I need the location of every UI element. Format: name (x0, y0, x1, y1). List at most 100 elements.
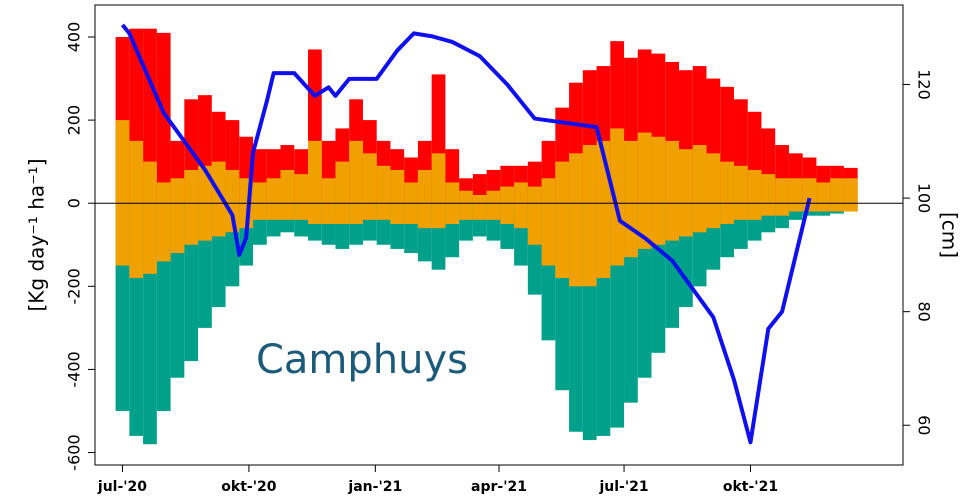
bar (679, 203, 693, 237)
y2-tick-label: 60 (915, 415, 934, 435)
bar (733, 165, 748, 204)
y-axis-label: [Kg day⁻¹ ha⁻¹] (25, 159, 49, 312)
x-tick-label: okt-'20 (221, 479, 276, 495)
bar (170, 203, 185, 254)
bar (761, 174, 776, 204)
bar (830, 203, 844, 212)
bar (527, 186, 542, 204)
bar (500, 203, 515, 224)
y-tick-label: -200 (65, 268, 84, 304)
bar (637, 132, 652, 204)
bar (802, 203, 817, 212)
bar (761, 203, 776, 216)
bar (706, 203, 721, 229)
bar (624, 140, 638, 204)
y2-tick-label: 120 (915, 69, 934, 100)
bar (253, 203, 267, 220)
bar (610, 128, 625, 204)
bar (472, 203, 487, 220)
bar (129, 140, 144, 204)
bar (184, 169, 199, 204)
bar (170, 178, 185, 204)
bar (830, 178, 844, 204)
line (120, 23, 812, 445)
bar (775, 203, 789, 216)
bar (816, 182, 831, 204)
bar (555, 203, 570, 279)
bar (390, 203, 405, 224)
bar (816, 203, 831, 212)
bar (569, 203, 583, 287)
bar (294, 174, 308, 204)
bar (362, 203, 377, 220)
bar (541, 203, 556, 266)
bar (211, 161, 226, 204)
bar (788, 203, 803, 212)
bar (733, 203, 748, 220)
bar (527, 203, 542, 245)
bar (843, 178, 858, 204)
bar (225, 169, 240, 204)
bar (582, 203, 597, 287)
bar (156, 203, 171, 262)
x-tick-label: jul-'21 (598, 479, 648, 495)
bar (445, 203, 460, 224)
bar (431, 153, 446, 204)
bar (596, 140, 611, 204)
bar (720, 161, 734, 204)
bar (321, 203, 336, 224)
bar (459, 203, 473, 220)
bar (665, 203, 680, 241)
bar (679, 149, 693, 204)
bar (596, 203, 611, 279)
bar (569, 153, 583, 204)
bar (307, 203, 322, 224)
bar (417, 169, 432, 204)
bar (129, 203, 144, 279)
bar (115, 120, 130, 204)
bar (266, 178, 281, 204)
bar (651, 203, 666, 245)
bar (651, 136, 666, 204)
bar (211, 203, 226, 237)
bar (431, 203, 446, 229)
bar (376, 203, 391, 220)
bar (280, 203, 295, 220)
bar (115, 203, 130, 266)
bar (417, 203, 432, 229)
bar (665, 140, 680, 204)
bar (445, 182, 460, 204)
bar (143, 161, 157, 204)
bar (362, 153, 377, 204)
bar (692, 203, 707, 233)
bar (486, 203, 501, 220)
bar (747, 169, 762, 204)
y-tick-label: -600 (65, 434, 84, 470)
x-tick-label: jul-'20 (97, 479, 147, 495)
bar (404, 203, 418, 224)
bar (514, 182, 528, 204)
bar (802, 178, 817, 204)
bar (156, 32, 171, 204)
bar (775, 178, 789, 204)
bar (349, 203, 363, 224)
y2-tick-label: 100 (915, 183, 934, 214)
bar (280, 169, 295, 204)
bar (720, 203, 734, 224)
y-tick-label: 0 (65, 198, 84, 208)
bar (706, 153, 721, 204)
bar (335, 161, 350, 204)
bar (390, 169, 405, 204)
annotation: Camphuys (256, 337, 468, 383)
bar (472, 194, 487, 204)
y2-axis-label: [cm] (938, 212, 962, 258)
x-tick-label: apr-'21 (471, 479, 527, 495)
bar (143, 203, 157, 274)
bar (692, 145, 707, 204)
x-tick-label: okt-'21 (723, 479, 778, 495)
bar (747, 203, 762, 220)
bar (541, 178, 556, 204)
bar (514, 203, 528, 229)
